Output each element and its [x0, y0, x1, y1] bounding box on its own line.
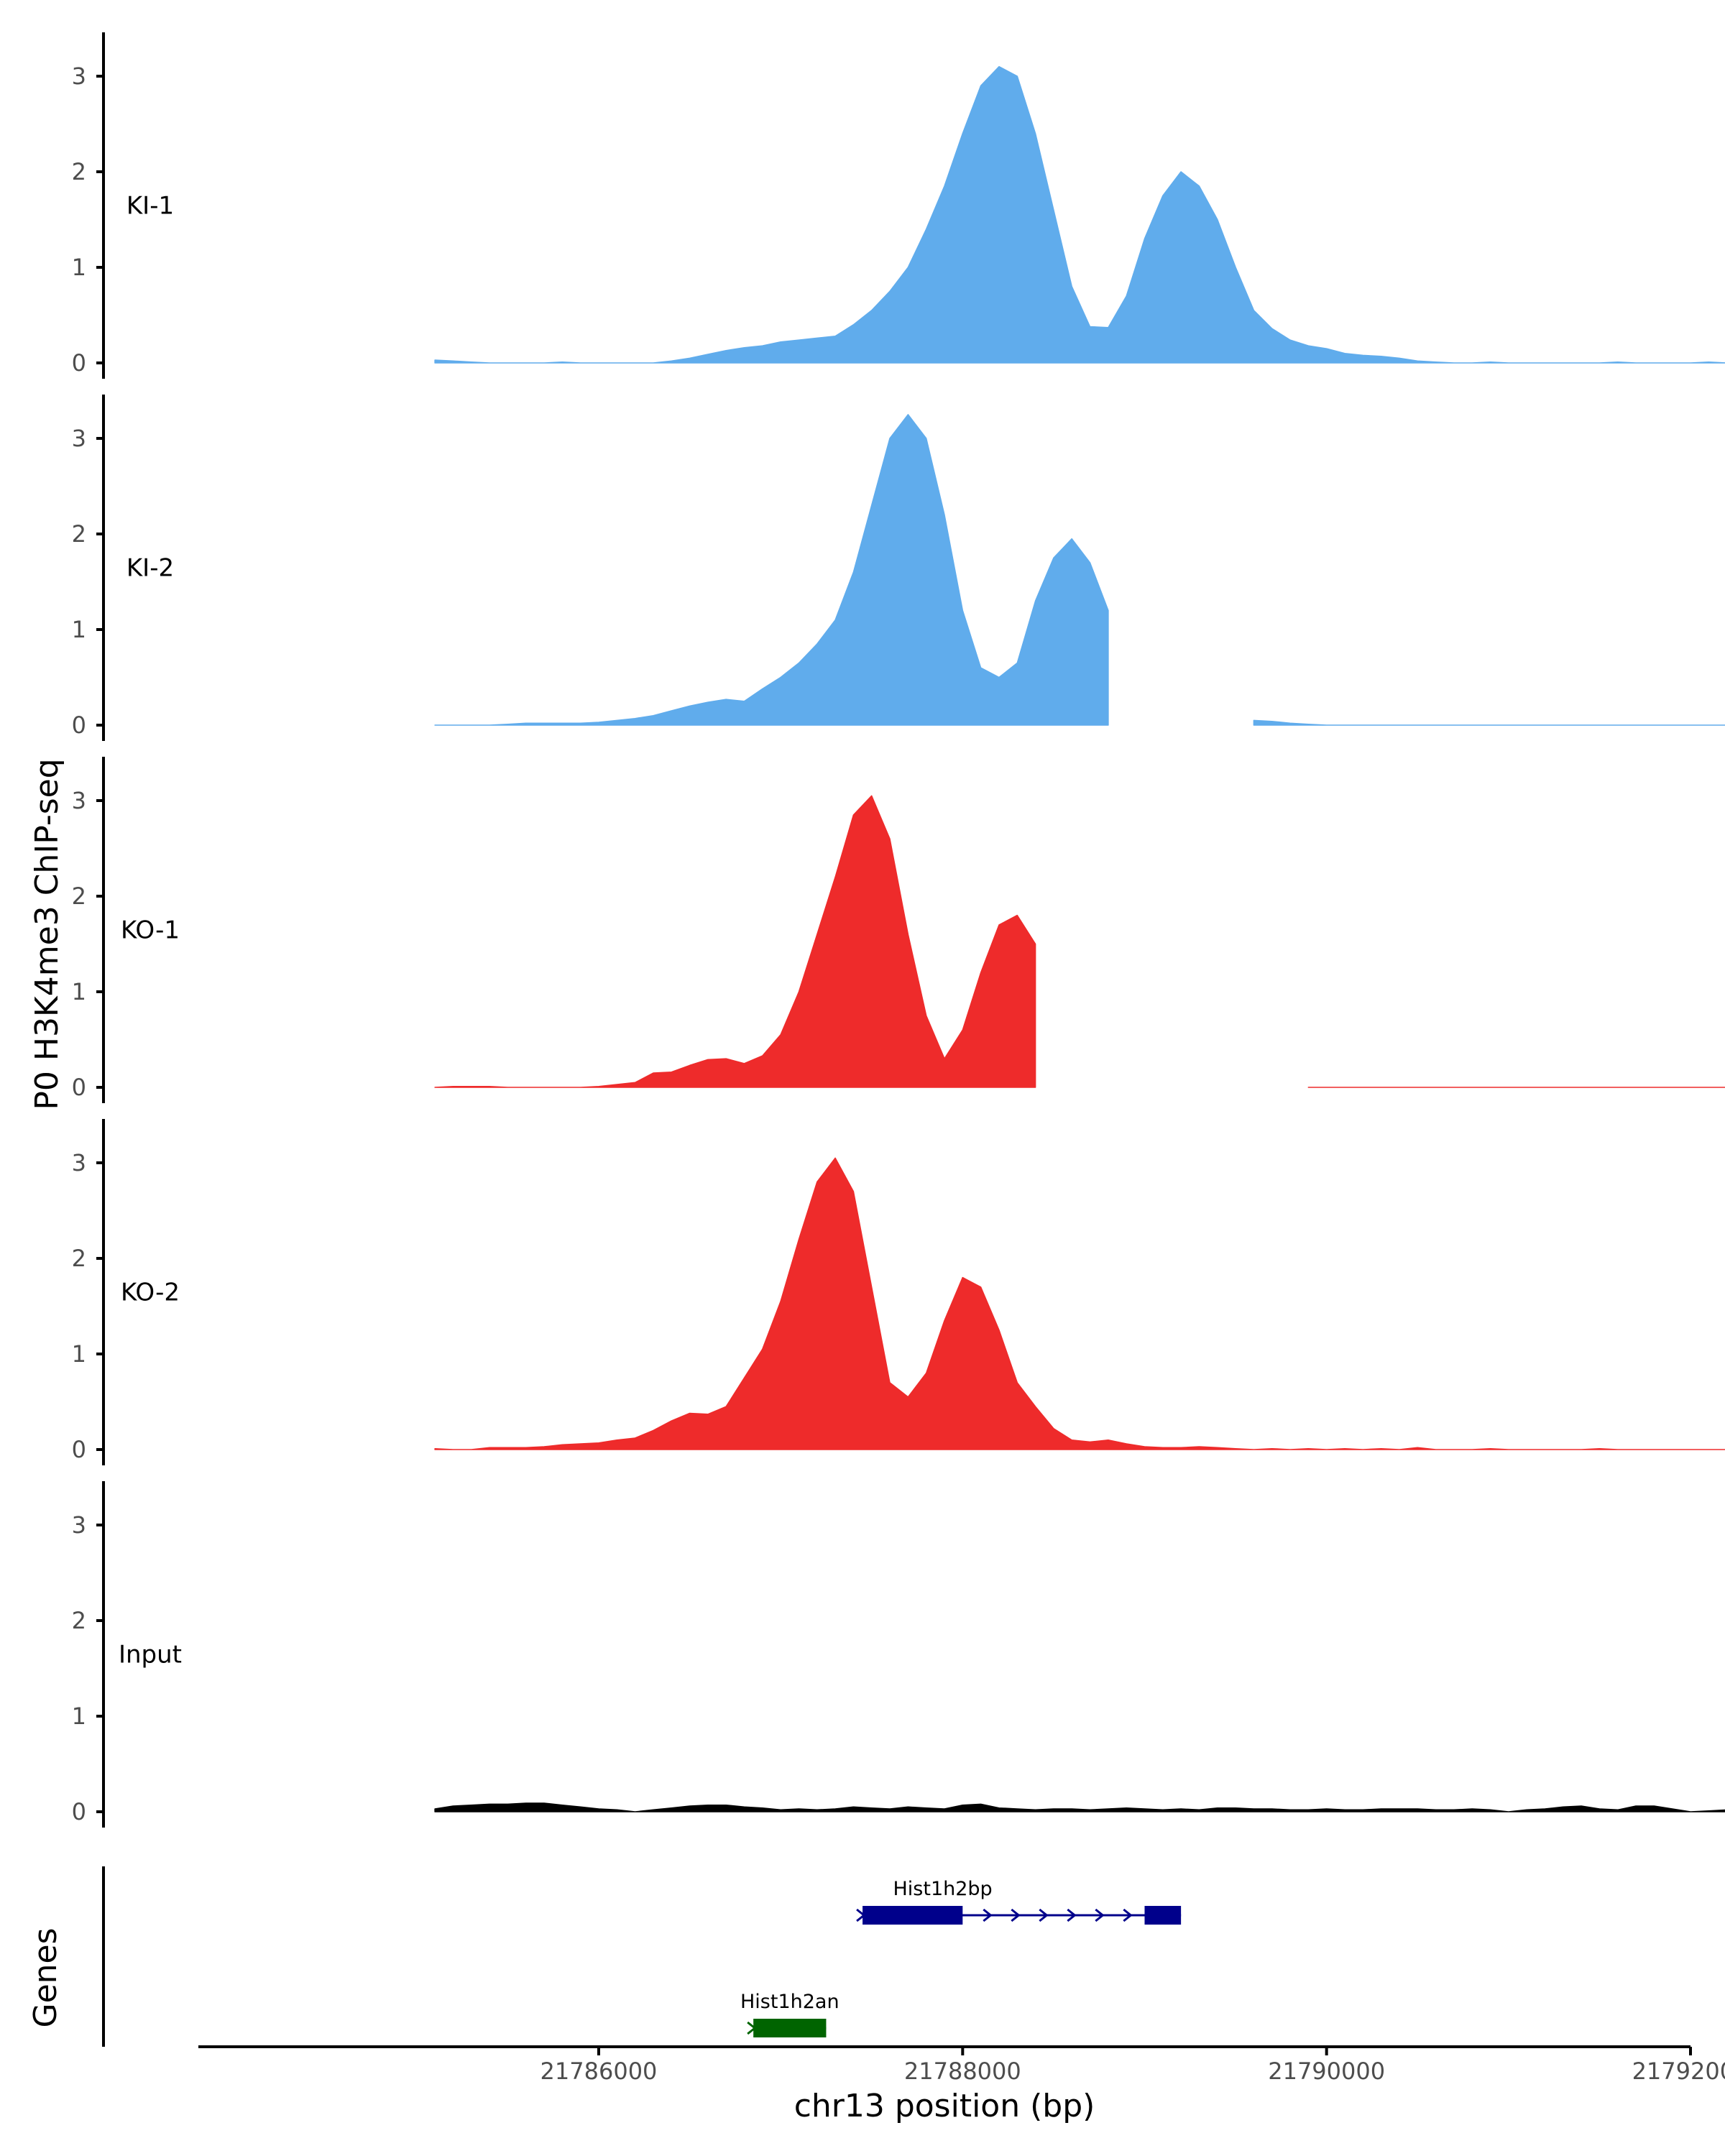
gene-Hist1h2bp: Hist1h2bp	[856, 1878, 1182, 1925]
y-tick-label: 1	[72, 254, 86, 281]
y-tick-label: 1	[72, 1703, 86, 1730]
y-tick-label: 2	[72, 1607, 86, 1634]
track-label: KO-2	[121, 1279, 180, 1307]
y-tick-label: 1	[72, 978, 86, 1005]
y-tick-label: 0	[72, 1798, 86, 1825]
coverage-area	[434, 414, 1109, 726]
strand-arrow	[856, 1908, 866, 1922]
y-tick-label: 2	[72, 158, 86, 185]
strand-arrow	[1123, 1908, 1133, 1922]
gene-exon	[862, 1906, 963, 1925]
y-tick-label: 0	[72, 1436, 86, 1463]
strand-arrow	[1067, 1908, 1077, 1922]
y-tick-label: 0	[72, 349, 86, 377]
x-axis: chr13 position (bp) 21786000 21788000 2179…	[198, 2045, 1725, 2124]
gene-label: Hist1h2an	[740, 1991, 840, 2013]
gene-label: Hist1h2bp	[893, 1878, 992, 1900]
track-KI-2: 0 1 2 3 KI-2	[72, 395, 1725, 741]
gene-Hist1h2an: Hist1h2an	[740, 1991, 840, 2037]
coverage-area	[434, 65, 1725, 364]
x-tick-label: 21788000	[904, 2058, 1021, 2085]
coverage-area	[434, 1802, 1725, 1812]
y-tick-label: 0	[72, 711, 86, 739]
coverage-area	[1253, 719, 1725, 726]
y-tick-label: 0	[72, 1074, 86, 1101]
coverage-area	[1307, 1087, 1725, 1088]
y-tick-label: 3	[72, 63, 86, 90]
gene-exon	[753, 2019, 827, 2037]
x-tick-label: 21786000	[540, 2058, 658, 2085]
y-tick-label: 2	[72, 520, 86, 548]
y-tick-label: 3	[72, 1149, 86, 1176]
track-KI-1: 0 1 2 3 KI-1	[72, 32, 1725, 379]
genes-track: Genes Hist1h2bp Hist1h2an	[27, 1866, 1182, 2047]
y-axis-title: P0 H3K4me3 ChIP-seq	[29, 758, 65, 1110]
track-label: KI-2	[126, 554, 174, 583]
track-KO-2: 0 1 2 3 KO-2	[72, 1119, 1725, 1465]
x-tick-label: 21790000	[1268, 2058, 1385, 2085]
x-tick-label: 21792000	[1632, 2058, 1725, 2085]
gene-exon	[1144, 1906, 1182, 1925]
strand-arrow	[747, 2021, 757, 2035]
y-tick-label: 3	[72, 1511, 86, 1539]
y-tick-label: 3	[72, 787, 86, 814]
track-label: KO-1	[121, 916, 180, 945]
track-KO-1: 0 1 2 3 KO-1	[72, 757, 1725, 1103]
track-label: Input	[119, 1641, 182, 1669]
y-tick-label: 3	[72, 425, 86, 452]
y-tick-label: 1	[72, 1340, 86, 1368]
strand-arrow	[1095, 1908, 1105, 1922]
coverage-area	[434, 795, 1036, 1088]
coverage-area	[434, 1157, 1725, 1450]
strand-arrow	[1039, 1908, 1049, 1922]
coverage-tracks: 0 1 2 3 KI-1 0 1 2 3 KI-2 0 1 2 3 KO-1 0 1 2 3 KO-2 0 1 2 3 Inpu…	[72, 32, 1725, 1828]
y-tick-label: 2	[72, 1245, 86, 1272]
strand-arrow	[983, 1908, 993, 1922]
y-tick-label: 1	[72, 616, 86, 643]
track-Input: 0 1 2 3 Input	[72, 1481, 1725, 1828]
genes-track-label: Genes	[27, 1927, 64, 2027]
y-tick-label: 2	[72, 883, 86, 910]
track-label: KI-1	[126, 192, 174, 221]
x-axis-title: chr13 position (bp)	[794, 2088, 1095, 2124]
strand-arrow	[1011, 1908, 1021, 1922]
